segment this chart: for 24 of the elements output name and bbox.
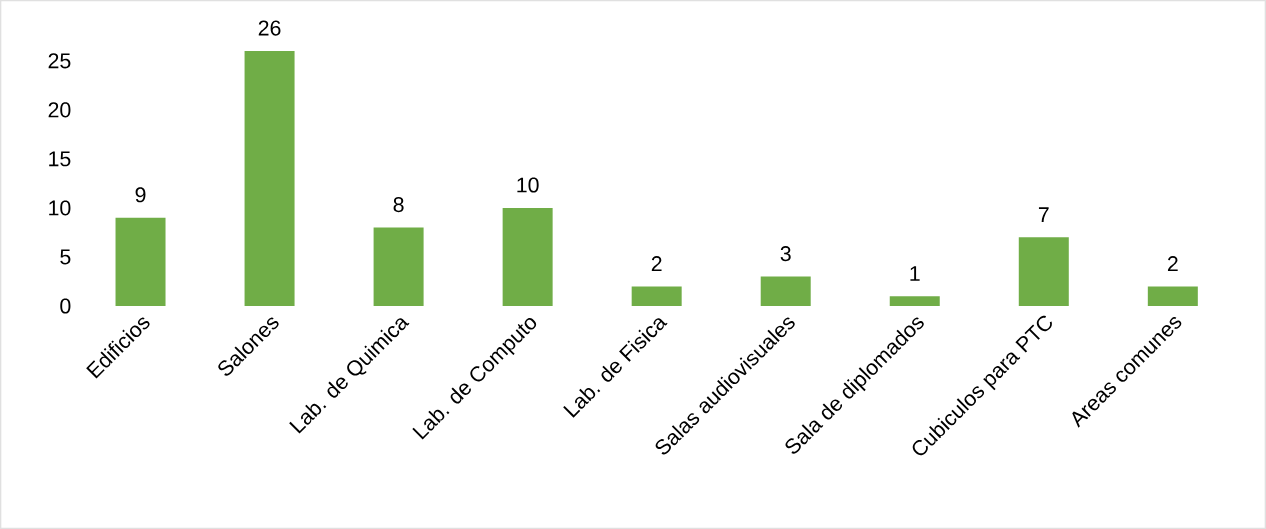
data-label: 7 (1038, 207, 1049, 222)
bar (115, 217, 166, 306)
data-label: 10 (517, 177, 539, 193)
y-tick-label: 10 (49, 200, 71, 216)
data-label: 1 (910, 266, 920, 281)
data-label: 8 (393, 197, 404, 213)
bar (889, 296, 940, 306)
data-label: 9 (135, 187, 146, 203)
y-tick-label: 20 (48, 102, 71, 118)
bar (244, 51, 295, 306)
data-label: 2 (651, 256, 662, 272)
bar (502, 207, 553, 306)
bar (1147, 286, 1198, 306)
bar (760, 276, 811, 306)
bar (373, 227, 424, 306)
y-tick-label: 15 (49, 151, 71, 167)
data-label: 3 (780, 246, 791, 262)
data-label: 2 (1167, 256, 1178, 272)
bar (1018, 237, 1069, 306)
y-tick-label: 5 (60, 249, 71, 265)
y-tick-label: 0 (60, 298, 71, 314)
bar (631, 286, 682, 306)
y-tick-label: 25 (48, 53, 71, 69)
data-label: 26 (258, 20, 281, 36)
